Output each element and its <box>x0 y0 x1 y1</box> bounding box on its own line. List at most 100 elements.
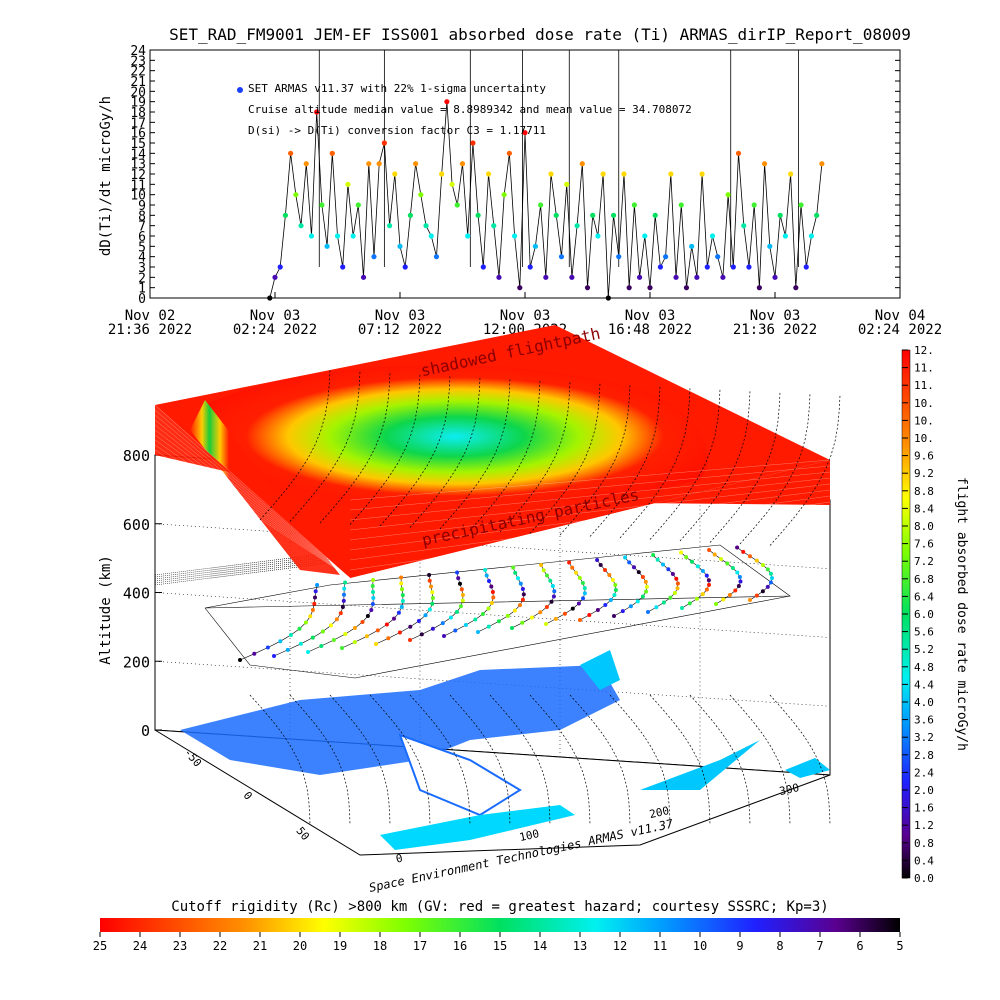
data-point <box>652 212 658 218</box>
data-point <box>511 233 518 239</box>
orbit-dot <box>460 593 465 597</box>
cutoff-label: Cutoff rigidity (Rc) >800 km (GV: red = … <box>171 899 828 915</box>
x-tick-time: 21:36 2022 <box>733 322 817 338</box>
surface-edge-line <box>154 419 351 579</box>
colorbar-tick-label: 5.2 <box>914 643 934 656</box>
orbit-dot <box>574 570 578 575</box>
data-point <box>532 243 539 249</box>
orbit-dot <box>341 598 346 603</box>
orbit-dot <box>400 599 405 603</box>
orbit-dot <box>643 579 648 584</box>
orbit-dot <box>319 644 324 648</box>
orbit-dot <box>687 601 692 606</box>
orbit-dot <box>668 595 673 600</box>
orbit-dot <box>551 594 556 599</box>
y-tick-label: 16 <box>130 127 146 142</box>
lat-tick-label: 0 <box>241 789 255 802</box>
annotation-line: SET ARMAS v11.37 with 22% 1-sigma uncert… <box>248 82 546 95</box>
data-point <box>288 150 294 156</box>
orbit-dot <box>419 632 424 637</box>
surface-track <box>769 395 841 546</box>
orbit-dot <box>607 573 612 577</box>
orbit-dot <box>576 601 581 606</box>
orbit-dot <box>338 611 343 616</box>
orbit-dot <box>765 584 770 589</box>
orbit-dot <box>340 605 345 609</box>
orbit-dot <box>544 605 549 609</box>
orbit-dot <box>429 584 433 589</box>
orbit-dot <box>646 610 650 614</box>
orbit-dot <box>371 596 376 600</box>
surface-edge-stripes <box>154 404 831 579</box>
data-point <box>725 192 731 198</box>
colorbar-tick-label: 2.0 <box>914 784 934 797</box>
orbit-dot <box>707 582 711 587</box>
data-point <box>293 192 299 198</box>
orbit-dot <box>567 560 572 565</box>
orbit-dot <box>342 586 347 591</box>
orbit-dot <box>303 620 308 625</box>
z-tick-label: 800 <box>123 447 150 465</box>
orbit-dot <box>463 623 468 627</box>
data-point <box>517 285 523 291</box>
data-point <box>564 181 570 187</box>
orbit-dot <box>343 632 348 636</box>
orbit-dot <box>748 554 752 559</box>
orbit-dot <box>455 570 460 575</box>
data-point <box>303 161 309 167</box>
data-point <box>657 264 664 270</box>
x-tick-time: 07:12 2022 <box>358 322 442 338</box>
surface-edge-line <box>154 414 351 579</box>
orbit-dot <box>448 615 453 620</box>
cutoff-tick-label: 13 <box>573 939 587 953</box>
data-point <box>814 212 820 218</box>
orbit-dot <box>397 630 402 635</box>
data-point <box>392 171 398 177</box>
orbit-dot <box>483 568 488 572</box>
surface-edge-line <box>154 439 351 579</box>
surface-track <box>469 380 541 531</box>
data-point <box>444 99 450 105</box>
orbit-dot <box>760 589 765 594</box>
surface-edge-line <box>349 483 831 541</box>
orbit-dot <box>581 596 585 601</box>
cutoff-tick-label: 11 <box>653 939 667 953</box>
data-point <box>694 274 700 280</box>
orbit-dot <box>587 613 592 617</box>
orbit-dot <box>640 594 645 599</box>
orbit-dot <box>548 578 553 583</box>
orbit-dot <box>489 584 494 589</box>
orbit-dot <box>297 626 302 631</box>
data-point <box>626 285 632 291</box>
annotation-line: D(si) -> D(Ti) conversion factor C3 = 1.… <box>248 124 546 137</box>
data-point <box>558 254 565 260</box>
orbit-dot <box>620 609 625 614</box>
cutoff-tick-label: 5 <box>896 939 903 953</box>
orbit-dot <box>666 567 671 572</box>
surface-edge-line <box>349 471 831 521</box>
orbit-dot <box>480 612 485 616</box>
data-point <box>470 140 476 146</box>
data-point <box>673 274 679 280</box>
data-point <box>329 150 335 156</box>
cutoff-fill <box>100 918 900 932</box>
land-shape <box>380 805 575 850</box>
data-point <box>350 233 356 239</box>
ground-track <box>369 694 431 826</box>
annotation-line: Cruise altitude median value = 8.8989342… <box>248 103 692 116</box>
orbit-dot <box>365 614 370 618</box>
orbit-dot <box>489 601 494 605</box>
orbit-dot <box>331 638 336 642</box>
y-tick-label: 11 <box>130 178 146 193</box>
data-point <box>741 223 747 229</box>
orbit-dot <box>675 586 680 591</box>
flux-surface: shadowed flightpath precipitating partic… <box>154 324 841 579</box>
data-point <box>636 274 643 280</box>
cutoff-colorbar: Cutoff rigidity (Rc) >800 km (GV: red = … <box>93 899 904 953</box>
orbit-dot <box>343 580 348 585</box>
wall-gridline <box>154 660 831 707</box>
colorbar-tick-label: 9.2 <box>914 467 934 480</box>
orbit-dot <box>312 601 317 606</box>
colorbar-tick-label: 0.0 <box>914 872 934 885</box>
ground-track <box>769 694 831 826</box>
